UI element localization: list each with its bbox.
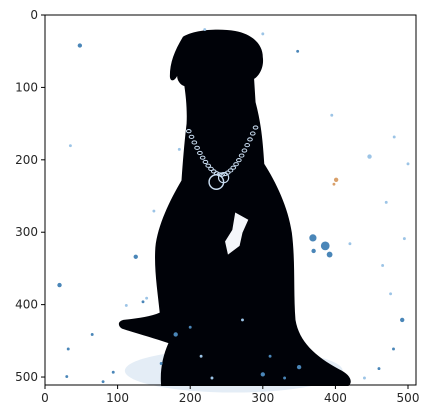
y-tick-label: 400 xyxy=(15,298,38,312)
y-tick-label: 500 xyxy=(15,370,38,384)
background-speckles xyxy=(57,28,410,384)
dog-silhouette xyxy=(118,29,351,387)
chest-patch xyxy=(225,212,249,255)
axes-frame xyxy=(44,14,417,386)
x-tick-label: 400 xyxy=(324,391,347,405)
x-tick-label: 0 xyxy=(41,391,49,405)
x-axis: 0 100 200 300 400 500 xyxy=(41,385,419,405)
image-content xyxy=(57,28,410,393)
x-tick-label: 100 xyxy=(106,391,129,405)
x-tick-label: 500 xyxy=(397,391,420,405)
collar-ring xyxy=(208,173,225,190)
y-axis: 0 100 200 300 400 500 xyxy=(15,8,45,384)
x-tick-label: 300 xyxy=(251,391,274,405)
y-tick-label: 300 xyxy=(15,225,38,239)
chain-collar xyxy=(185,125,259,190)
x-tick-label: 200 xyxy=(179,391,202,405)
y-tick-label: 100 xyxy=(15,80,38,94)
y-tick-label: 200 xyxy=(15,153,38,167)
y-tick-label: 0 xyxy=(30,8,38,22)
dog-photo xyxy=(57,28,410,393)
collar-ring-small xyxy=(217,171,230,184)
plot-area xyxy=(44,14,417,393)
